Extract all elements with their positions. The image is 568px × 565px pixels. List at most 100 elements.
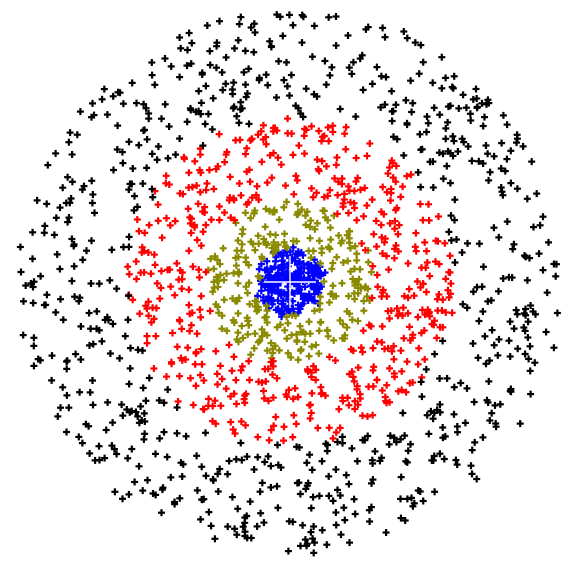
scatter-point (419, 497, 427, 505)
scatter-point (350, 377, 358, 385)
scatter-point (308, 53, 316, 61)
scatter-point (180, 155, 188, 163)
scatter-point (262, 241, 270, 249)
scatter-point (125, 270, 133, 278)
scatter-point (353, 256, 361, 264)
scatter-point (399, 312, 406, 320)
scatter-point (510, 240, 518, 248)
scatter-point (522, 253, 530, 261)
scatter-point (263, 347, 271, 355)
scatter-point (407, 77, 415, 85)
scatter-point (431, 350, 439, 358)
scatter-point (216, 271, 224, 279)
scatter-point (328, 290, 336, 298)
scatter-point (195, 266, 203, 274)
scatter-point (274, 441, 281, 449)
scatter-point (250, 344, 258, 352)
scatter-point (523, 276, 531, 284)
scatter-point (422, 365, 430, 373)
scatter-point (113, 285, 121, 293)
scatter-point (297, 110, 305, 117)
scatter-point (164, 386, 172, 394)
scatter-point (339, 259, 347, 266)
scatter-point (17, 268, 25, 276)
scatter-point (480, 263, 487, 271)
scatter-point (269, 371, 276, 379)
scatter-point (273, 482, 281, 490)
scatter-point (145, 374, 153, 382)
scatter-point (379, 183, 387, 191)
scatter-point (410, 292, 418, 300)
scatter-point (468, 446, 476, 454)
scatter-point (305, 290, 313, 298)
scatter-point (205, 508, 213, 516)
scatter-point (406, 323, 413, 331)
scatter-point (228, 493, 236, 501)
scatter-point (265, 436, 273, 444)
scatter-point (360, 212, 368, 220)
scatter-point (367, 322, 375, 330)
scatter-point (341, 130, 349, 138)
scatter-point (418, 145, 426, 153)
scatter-point (56, 204, 64, 212)
scatter-point (289, 151, 297, 159)
scatter-point (132, 408, 140, 416)
scatter-point (499, 275, 507, 282)
scatter-point (439, 323, 447, 331)
scatter-point (307, 409, 315, 417)
scatter-point (82, 420, 90, 428)
scatter-point (470, 398, 478, 406)
scatter-point (378, 293, 386, 300)
scatter-point (274, 504, 282, 512)
scatter-point (256, 488, 264, 496)
scatter-point (315, 350, 323, 358)
scatter-point (522, 311, 530, 319)
scatter-point (424, 306, 432, 314)
scatter-point (306, 415, 314, 422)
scatter-point (498, 139, 506, 147)
scatter-point (30, 334, 38, 342)
scatter-point (254, 453, 262, 461)
scatter-point (212, 300, 220, 308)
scatter-point (140, 435, 148, 443)
scatter-point (198, 496, 206, 503)
scatter-point (71, 293, 79, 301)
scatter-point (391, 225, 399, 233)
scatter-point (264, 452, 272, 460)
scatter-point (354, 317, 362, 325)
scatter-point (329, 282, 337, 290)
scatter-point (459, 91, 467, 99)
scatter-point (325, 492, 333, 500)
scatter-point (197, 292, 205, 300)
scatter-point (280, 310, 288, 318)
scatter-point (211, 535, 219, 543)
scatter-point (301, 150, 308, 158)
scatter-point (95, 442, 103, 450)
scatter-point (257, 260, 265, 268)
scatter-point (89, 401, 97, 409)
scatter-point (467, 462, 475, 470)
scatter-point (211, 397, 219, 405)
scatter-point (293, 330, 301, 338)
scatter-point (313, 93, 321, 100)
scatter-point (172, 151, 180, 159)
scatter-point (342, 145, 350, 153)
scatter-point (364, 432, 372, 440)
scatter-point (553, 309, 561, 317)
scatter-point (87, 325, 95, 333)
scatter-point (133, 203, 141, 211)
scatter-point (126, 408, 134, 416)
scatter-point (386, 432, 394, 440)
scatter-point (411, 243, 419, 251)
scatter-point (227, 418, 235, 426)
scatter-point (258, 479, 266, 487)
scatter-point (388, 347, 396, 355)
scatter-point (323, 447, 331, 455)
scatter-point (345, 209, 352, 217)
scatter-point (397, 473, 405, 481)
scatter-point (89, 191, 97, 198)
scatter-point (309, 193, 317, 201)
scatter-point (317, 383, 325, 391)
scatter-point (414, 360, 422, 368)
scatter-point (397, 514, 405, 522)
